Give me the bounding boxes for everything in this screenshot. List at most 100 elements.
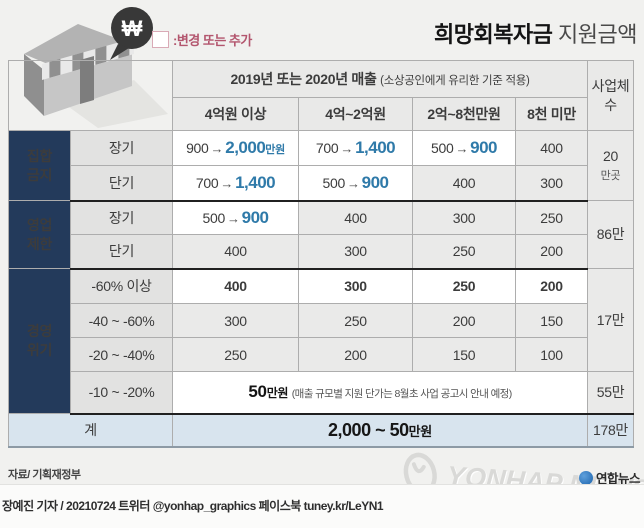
arrow-icon: →: [346, 175, 360, 191]
arrow-icon: →: [210, 141, 224, 156]
cell-jip-dan-c2: 500 → 900: [298, 165, 413, 202]
count-business-restriction: 86만: [587, 200, 634, 269]
row-label-minus40-60: -40 ~ -60%: [70, 303, 173, 338]
cell-jip-jang-c2: 700 → 1,400: [298, 130, 413, 166]
col-header-200m-80m: 2억~8천만원: [412, 97, 516, 131]
count-management-crisis: 17만: [587, 268, 634, 372]
group-restriction-line2: 제한: [26, 235, 53, 252]
cell-gyeong-r1-c4: 200: [515, 268, 588, 304]
row-label-long-term: 장기: [70, 130, 173, 166]
count-unit: 만곳: [600, 170, 621, 183]
new-value: 900: [470, 138, 498, 157]
total-row-value: 2,000 ~ 50만원: [172, 413, 588, 448]
changed-cell-swatch-icon: [152, 31, 169, 48]
total-row-label: 계: [8, 413, 173, 448]
legend: :변경 또는 추가: [152, 30, 252, 49]
cell-gyeong-r4-merged: 50만원 (매출 규모별 지원 단가는 8월초 사업 공고시 안내 예정): [172, 371, 588, 415]
page-title: 희망회복자금 지원금액: [433, 17, 638, 49]
arrow-icon: →: [340, 141, 354, 156]
cell-gyeong-r2-c3: 200: [412, 303, 516, 338]
col-header-400m-200m: 4억~2억원: [298, 97, 413, 131]
title-main: 희망회복자금: [433, 22, 553, 47]
row-label-long-term: 장기: [70, 200, 173, 235]
old-value: 500: [202, 209, 225, 226]
cell-gyeong-r2-c1: 300: [172, 303, 299, 338]
byline: 장예진 기자 / 20210724 트위터 @yonhap_graphics 페…: [2, 499, 384, 513]
arrow-icon: →: [220, 175, 234, 191]
cell-gyeong-r3-c4: 100: [515, 337, 588, 372]
flat-amount-note: (매출 규모별 지원 단가는 8월초 사업 공고시 안내 예정): [291, 388, 512, 401]
won-symbol: ₩: [122, 16, 143, 41]
header-spacer: [8, 60, 173, 131]
cell-yeong-jang-c4: 250: [515, 200, 588, 235]
legend-label: :변경 또는 추가: [173, 33, 252, 48]
old-value: 500: [322, 174, 345, 191]
group-crisis-line1: 경영: [26, 323, 53, 340]
sales-header-main: 2019년 또는 2020년 매출: [230, 71, 377, 87]
group-label-management-crisis: 경영 위기: [8, 268, 71, 414]
cell-jip-dan-c3: 400: [412, 165, 516, 202]
group-restriction-line1: 영업: [26, 216, 53, 233]
unit-label: 만원: [265, 144, 285, 156]
arrow-icon: →: [226, 210, 240, 226]
total-range-value: 2,000 ~ 50: [328, 419, 409, 440]
count-value: 20: [603, 148, 618, 165]
group-gathering-ban-line1: 집합: [26, 147, 53, 164]
business-count-header: 사업체 수: [587, 60, 634, 131]
old-value: 500: [430, 140, 454, 156]
group-label-gathering-ban: 집합 금지: [8, 130, 71, 201]
new-value: 2,000: [225, 138, 266, 157]
old-value: 700: [195, 174, 219, 191]
cell-gyeong-r1-c2: 300: [298, 268, 413, 304]
row-label-minus10-20: -10 ~ -20%: [70, 371, 173, 415]
row-label-minus60-over: -60% 이상: [70, 268, 173, 304]
row-label-short-term: 단기: [70, 234, 173, 270]
source-credit: 자료/ 기획재정부: [8, 469, 81, 481]
new-value: 900: [361, 172, 389, 192]
cell-jip-jang-c1: 900 → 2,000만원: [172, 130, 299, 166]
cell-yeong-jang-c3: 300: [412, 200, 516, 235]
group-crisis-line2: 위기: [26, 342, 53, 358]
cell-jip-dan-c1: 700 → 1,400: [172, 165, 299, 202]
total-row-count: 178만: [587, 413, 634, 448]
cell-jip-dan-c4: 300: [515, 165, 588, 202]
cell-gyeong-r1-c3: 250: [412, 268, 516, 304]
agency-logo: 연합뉴스: [578, 468, 641, 487]
cell-jip-jang-c3: 500 → 900: [412, 130, 516, 166]
title-sub: 지원금액: [552, 22, 637, 47]
new-value: 900: [241, 207, 269, 227]
cell-gyeong-r2-c2: 250: [298, 303, 413, 338]
cell-yeong-dan-c2: 300: [298, 234, 413, 270]
support-amount-table: 2019년 또는 2020년 매출 (소상공인에게 유리한 기준 적용) 사업체…: [8, 60, 634, 448]
cell-yeong-dan-c4: 200: [515, 234, 588, 270]
row-label-short-term: 단기: [70, 165, 173, 202]
cell-gyeong-r1-c1: 400: [172, 268, 299, 304]
business-count-header-line2: 수: [604, 96, 617, 113]
cell-gyeong-r3-c1: 250: [172, 337, 299, 372]
cell-gyeong-r2-c4: 150: [515, 303, 588, 338]
group-label-business-restriction: 영업 제한: [8, 200, 71, 269]
sales-header-note: (소상공인에게 유리한 기준 적용): [380, 75, 530, 87]
agency-name: 연합뉴스: [595, 472, 641, 486]
flat-amount-unit: 만원: [266, 386, 289, 401]
old-value: 700: [315, 140, 339, 156]
cell-gyeong-r3-c2: 200: [298, 337, 413, 372]
new-value: 1,400: [235, 172, 276, 192]
group-gathering-ban-line2: 금지: [26, 166, 53, 183]
cell-yeong-jang-c2: 400: [298, 200, 413, 235]
cell-yeong-dan-c1: 400: [172, 234, 299, 270]
new-value: 1,400: [355, 138, 396, 157]
sales-group-header: 2019년 또는 2020년 매출 (소상공인에게 유리한 기준 적용): [172, 60, 588, 98]
col-header-over-400m: 4억원 이상: [172, 97, 299, 131]
old-value: 900: [186, 140, 209, 156]
row-label-minus20-40: -20 ~ -40%: [70, 337, 173, 372]
flat-amount-value: 50: [248, 382, 267, 402]
total-range-unit: 만원: [408, 423, 433, 439]
col-header-under-80m: 8천 미만: [515, 97, 588, 131]
business-count-header-line1: 사업체: [591, 78, 630, 95]
cell-jip-jang-c4: 400: [515, 130, 588, 166]
cell-yeong-dan-c3: 250: [412, 234, 516, 270]
count-gathering-ban: 20 만곳: [587, 130, 634, 201]
arrow-icon: →: [455, 141, 469, 156]
